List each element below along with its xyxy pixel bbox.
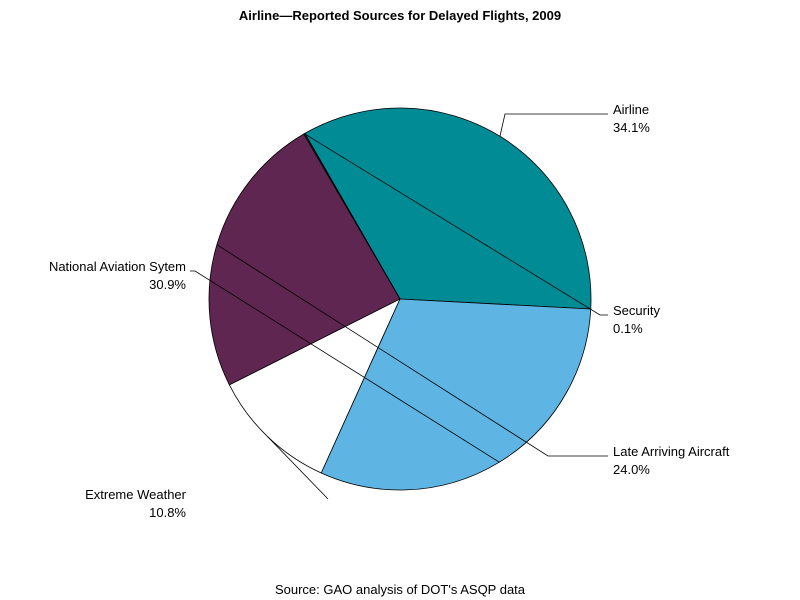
slice-name-airline: Airline bbox=[613, 102, 649, 117]
slice-name-national-aviation-sytem: National Aviation Sytem bbox=[49, 259, 186, 274]
leader-line-late-arriving-aircraft bbox=[216, 244, 608, 457]
leader-line-airline bbox=[499, 113, 608, 137]
slice-labels: Airline 34.1% Security 0.1% Late Arriving Ai… bbox=[49, 102, 730, 520]
leader-line-security bbox=[304, 133, 608, 316]
leader-line-national-aviation-sytem bbox=[190, 270, 500, 463]
leader-line-extreme-weather bbox=[267, 436, 329, 500]
slice-value-national-aviation-sytem: 30.9% bbox=[149, 277, 186, 292]
slice-name-extreme-weather: Extreme Weather bbox=[85, 487, 187, 502]
slice-value-security: 0.1% bbox=[613, 321, 643, 336]
pie-slices bbox=[208, 107, 592, 491]
slice-value-late-arriving-aircraft: 24.0% bbox=[613, 462, 650, 477]
slice-name-security: Security bbox=[613, 303, 660, 318]
slice-value-extreme-weather: 10.8% bbox=[149, 505, 186, 520]
chart-title: Airline—Reported Sources for Delayed Fli… bbox=[239, 8, 561, 23]
slice-value-airline: 34.1% bbox=[613, 120, 650, 135]
slice-name-late-arriving-aircraft: Late Arriving Aircraft bbox=[613, 444, 730, 459]
chart-source: Source: GAO analysis of DOT's ASQP data bbox=[275, 582, 526, 597]
leader-lines bbox=[190, 113, 608, 500]
